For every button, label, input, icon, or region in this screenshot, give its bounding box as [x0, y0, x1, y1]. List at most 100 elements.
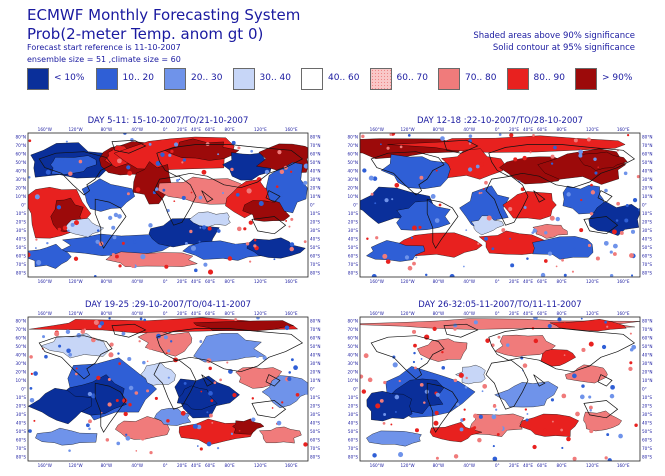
lat-tick-label: 10°N [15, 378, 26, 383]
lat-tick-label: 50°N [642, 344, 653, 349]
anomaly-speckle [65, 329, 71, 335]
anomaly-speckle [588, 405, 593, 410]
lon-tick-label: 120°W [68, 127, 82, 132]
lon-tick-label: 120°E [586, 279, 599, 284]
anomaly-speckle [139, 317, 143, 321]
anomaly-region [502, 191, 557, 220]
anomaly-speckle [76, 333, 82, 338]
lat-tick-label: 80°N [310, 319, 321, 324]
anomaly-speckle [563, 354, 566, 356]
anomaly-speckle [28, 139, 32, 143]
anomaly-speckle [44, 354, 48, 359]
anomaly-speckle [216, 229, 221, 233]
anomaly-speckle [80, 329, 86, 334]
anomaly-speckle [29, 397, 35, 403]
anomaly-speckle [68, 449, 71, 452]
anomaly-speckle [547, 251, 553, 256]
lat-tick-label: 40°N [15, 353, 26, 358]
anomaly-speckle [418, 225, 422, 229]
anomaly-speckle [98, 324, 102, 329]
anomaly-speckle [477, 242, 480, 245]
anomaly-speckle [616, 201, 620, 206]
anomaly-speckle [199, 447, 203, 451]
anomaly-speckle [498, 425, 503, 431]
anomaly-speckle [201, 169, 207, 175]
lat-tick-label: 20°N [310, 186, 321, 191]
anomaly-speckle [432, 326, 437, 331]
anomaly-speckle [58, 344, 62, 348]
lon-tick-label: 0° [163, 463, 168, 468]
anomaly-speckle [199, 340, 203, 343]
lat-tick-label: 50°N [310, 160, 321, 165]
lon-tick-label: 60°E [205, 127, 215, 132]
anomaly-speckle [112, 235, 117, 240]
anomaly-region [140, 362, 176, 386]
anomaly-speckle [235, 192, 240, 197]
lat-tick-label: 20°S [642, 220, 652, 225]
anomaly-speckle [440, 136, 445, 141]
lat-tick-label: 10°S [16, 211, 26, 216]
anomaly-speckle [398, 452, 404, 458]
anomaly-speckle [423, 401, 426, 404]
anomaly-speckle [607, 458, 612, 461]
lat-tick-label: 10°S [310, 395, 320, 400]
anomaly-speckle [575, 411, 580, 417]
lon-tick-label: 0° [163, 127, 168, 132]
anomaly-speckle [35, 238, 38, 241]
anomaly-speckle [603, 240, 609, 246]
anomaly-speckle [211, 421, 214, 424]
legend-swatch [27, 68, 49, 90]
anomaly-speckle [196, 424, 202, 430]
anomaly-speckle [219, 378, 222, 382]
anomaly-speckle [623, 171, 628, 176]
anomaly-speckle [467, 167, 473, 172]
anomaly-speckle [482, 383, 488, 389]
anomaly-region [137, 331, 193, 357]
anomaly-speckle [264, 169, 270, 175]
map-title: DAY 12-18 :22-10-2007/TO/28-10-2007 [416, 116, 584, 126]
anomaly-speckle [253, 239, 257, 242]
anomaly-speckle [407, 265, 413, 271]
anomaly-speckle [86, 423, 90, 428]
anomaly-speckle [580, 198, 583, 202]
anomaly-speckle [117, 214, 122, 219]
lon-tick-label: 160°E [617, 127, 630, 132]
anomaly-region [380, 154, 454, 189]
legend-label: 10.. 20 [122, 73, 155, 83]
anomaly-speckle [606, 433, 610, 437]
anomaly-speckle [561, 258, 564, 262]
lat-tick-label: 20°S [642, 404, 652, 409]
anomaly-speckle [386, 146, 390, 150]
anomaly-speckle [609, 273, 614, 277]
anomaly-speckle [234, 243, 239, 248]
anomaly-speckle [28, 429, 32, 433]
anomaly-speckle [288, 225, 291, 228]
anomaly-region [532, 236, 594, 260]
lat-tick-label: 40°S [310, 421, 320, 426]
anomaly-speckle [383, 413, 387, 416]
anomaly-speckle [392, 355, 396, 359]
anomaly-speckle [130, 137, 134, 142]
lat-tick-label: 10°S [16, 395, 26, 400]
anomaly-speckle [87, 391, 93, 397]
lat-tick-label: 20°S [16, 404, 26, 409]
anomaly-speckle [550, 154, 555, 159]
anomaly-speckle [463, 408, 466, 411]
anomaly-speckle [66, 348, 71, 354]
lat-tick-label: 30°N [310, 177, 321, 182]
anomaly-speckle [392, 362, 398, 368]
anomaly-region [469, 413, 525, 437]
anomaly-speckle [520, 187, 525, 192]
lon-tick-label: 60°E [537, 311, 547, 316]
map-title: DAY 5-11: 15-10-2007/TO/21-10-2007 [87, 116, 249, 126]
lat-tick-label: 80°S [642, 455, 652, 460]
anomaly-speckle [363, 353, 369, 359]
anomaly-region [540, 349, 576, 367]
lon-tick-label: 40°W [463, 463, 475, 468]
anomaly-speckle [579, 394, 585, 400]
coastline [533, 374, 546, 387]
anomaly-speckle [372, 453, 377, 458]
anomaly-speckle [379, 398, 384, 403]
anomaly-speckle [246, 188, 252, 194]
anomaly-speckle [630, 229, 636, 234]
